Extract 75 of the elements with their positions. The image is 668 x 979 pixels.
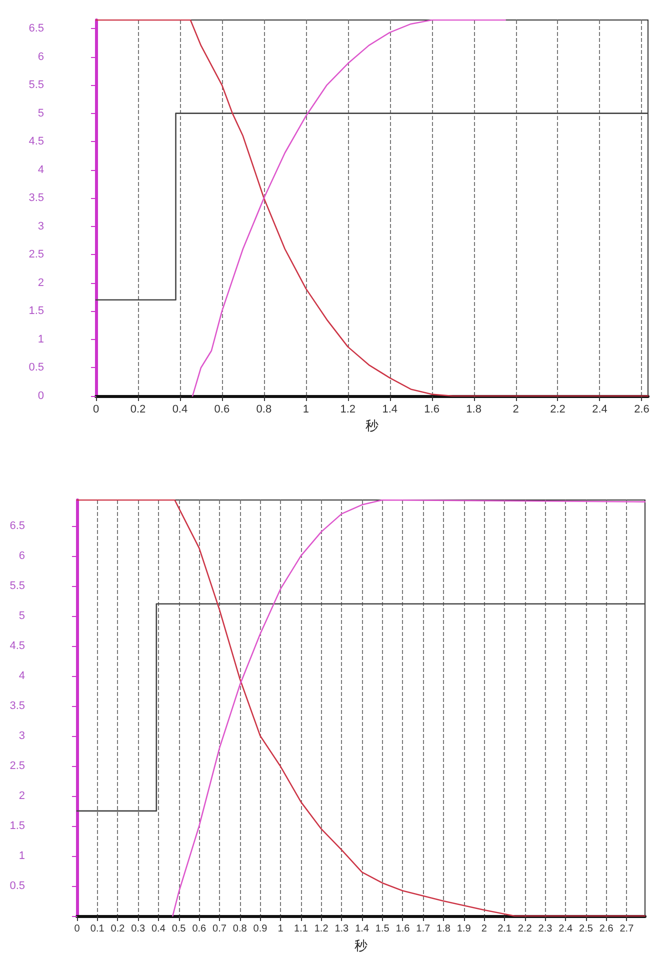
x-tick-label: 1.1 xyxy=(294,924,308,934)
x-tick-label: 0.9 xyxy=(253,924,268,934)
x-tick-label: 2.7 xyxy=(620,924,634,934)
x-axis-title: 秒 xyxy=(354,939,368,954)
y-tick-label: 1.5 xyxy=(10,820,25,832)
x-tick-label: 2.2 xyxy=(518,924,532,934)
x-tick-label: 1 xyxy=(302,404,309,416)
y-tick-label: 6 xyxy=(18,550,25,562)
x-tick-label: 0.2 xyxy=(110,924,126,934)
x-tick-label: 0.8 xyxy=(232,924,248,934)
y-tick-label: 5.5 xyxy=(28,79,44,92)
y-tick-label: 4 xyxy=(18,670,25,682)
y-tick-label: 4 xyxy=(38,164,44,176)
y-tick-label: 3.5 xyxy=(28,192,44,204)
x-tick-label: 0.4 xyxy=(172,404,188,416)
x-tick-label: 2.2 xyxy=(550,404,566,416)
x-tick-label: 0.7 xyxy=(212,924,227,934)
x-tick-label: 0.8 xyxy=(256,404,272,416)
y-tick-label: 5 xyxy=(38,107,44,120)
line-series xyxy=(172,499,646,917)
x-tick-label: 1.6 xyxy=(396,924,410,934)
y-tick-label: 2.5 xyxy=(10,760,25,772)
y-tick-label: 0.5 xyxy=(10,880,25,892)
x-tick-label: 1.5 xyxy=(375,924,390,934)
x-tick-label: 1.7 xyxy=(416,924,430,934)
line-series xyxy=(76,499,646,917)
x-tick-label: 0.1 xyxy=(90,924,105,934)
y-tick-label: 5.5 xyxy=(10,580,25,592)
x-tick-label: 2 xyxy=(481,924,488,934)
x-tick-label: 0 xyxy=(74,924,80,934)
y-tick-label: 6 xyxy=(38,50,44,63)
x-tick-label: 0.3 xyxy=(131,924,146,934)
x-tick-label: 1.8 xyxy=(466,404,482,416)
x-tick-label: 0.2 xyxy=(130,404,146,416)
y-tick-label: 3 xyxy=(38,220,44,232)
x-tick-label: 0.5 xyxy=(172,924,186,934)
y-tick-label: 1 xyxy=(38,333,44,346)
x-tick-label: 2.4 xyxy=(558,924,573,934)
x-tick-label: 2.6 xyxy=(599,924,614,934)
y-tick-label: 6.5 xyxy=(10,520,25,532)
x-tick-label: 1.4 xyxy=(355,924,370,934)
line-series xyxy=(95,19,649,397)
x-tick-label: 2.3 xyxy=(538,924,553,934)
y-tick-label: 1 xyxy=(18,850,25,862)
y-tick-label: 4.5 xyxy=(28,136,44,148)
y-tick-label: 2 xyxy=(38,276,44,289)
x-tick-label: 1.8 xyxy=(436,924,451,934)
y-tick-label: 3.5 xyxy=(10,700,25,712)
y-tick-label: 1.5 xyxy=(28,305,44,318)
y-tick-label: 0 xyxy=(38,390,44,402)
x-tick-label: 1.9 xyxy=(456,924,472,934)
x-tick-label: 0 xyxy=(92,404,100,416)
y-tick-label: 4.5 xyxy=(10,640,25,652)
x-tick-label: 1.3 xyxy=(334,924,350,934)
x-axis-title: 秒 xyxy=(366,419,378,434)
x-tick-label: 0.6 xyxy=(192,924,207,934)
x-tick-label: 2 xyxy=(512,404,519,416)
x-tick-label: 2.5 xyxy=(579,924,594,934)
y-tick-label: 6.5 xyxy=(28,22,44,34)
x-tick-label: 0.6 xyxy=(214,404,230,416)
x-tick-label: 2.4 xyxy=(592,404,608,416)
y-tick-label: 2 xyxy=(18,790,25,802)
x-tick-label: 1 xyxy=(278,924,284,934)
x-tick-label: 0.4 xyxy=(151,924,166,934)
x-tick-label: 2.1 xyxy=(498,924,512,934)
y-tick-label: 0.5 xyxy=(28,362,44,374)
x-tick-label: 1.2 xyxy=(314,924,329,934)
x-tick-label: 1.6 xyxy=(424,404,440,416)
x-tick-label: 1.2 xyxy=(340,404,356,416)
x-tick-label: 1.4 xyxy=(382,404,398,416)
y-tick-label: 5 xyxy=(18,610,25,622)
x-tick-label: 2.6 xyxy=(634,404,650,416)
line-series xyxy=(192,19,506,397)
y-tick-label: 3 xyxy=(18,730,25,742)
y-tick-label: 2.5 xyxy=(28,248,44,261)
